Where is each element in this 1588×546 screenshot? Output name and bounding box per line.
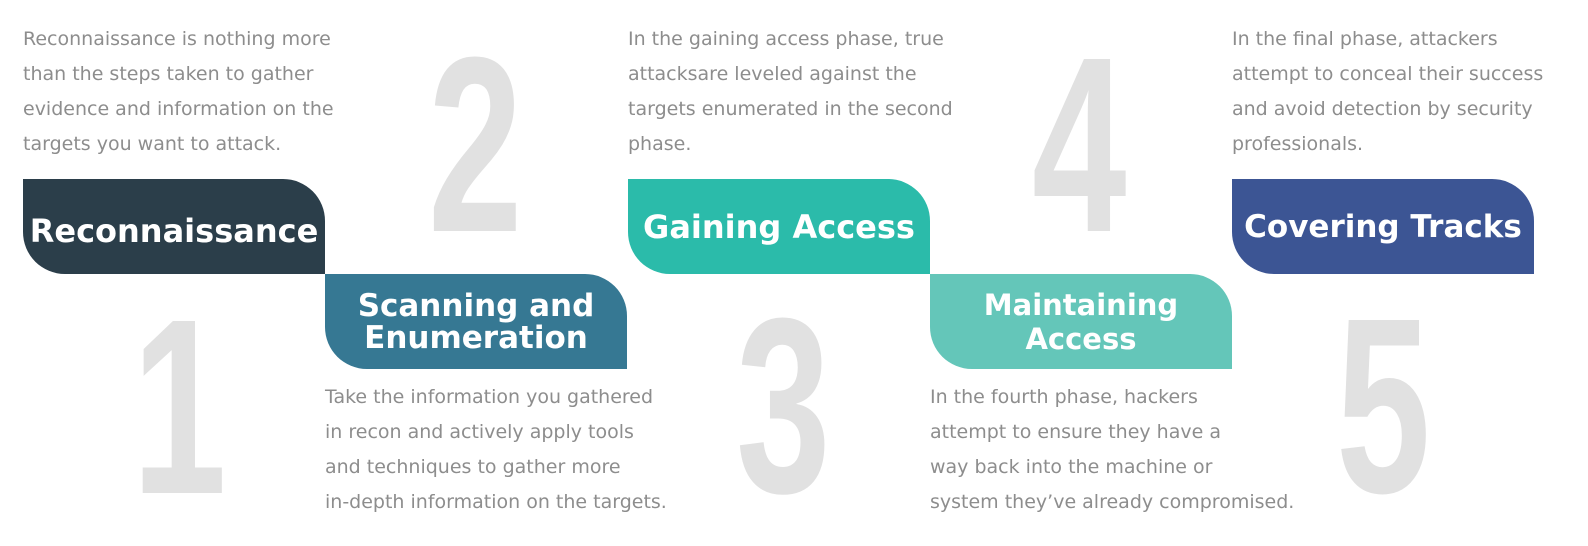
- step-3-description-line: attacksare leveled against the: [628, 63, 917, 85]
- step-3-title-tab: Gaining Access: [628, 179, 930, 274]
- step-3-description: In the gaining access phase, true attack…: [628, 22, 953, 162]
- step-1-title: Reconnaissance: [29, 211, 319, 250]
- step-3-title: Gaining Access: [643, 207, 915, 246]
- step-2-number: 2: [428, 5, 523, 284]
- step-5-description-line: professionals.: [1232, 133, 1364, 155]
- step-5-number: 5: [1336, 266, 1431, 545]
- step-5-description-line: attempt to conceal their success: [1232, 63, 1544, 85]
- step-5-description-line: In the final phase, attackers: [1232, 28, 1498, 50]
- step-1-title-tab: Reconnaissance: [23, 179, 325, 274]
- step-2-title-tab: Scanning and Enumeration: [325, 274, 627, 369]
- step-2-title-line: Enumeration: [364, 319, 588, 356]
- step-4-description: In the fourth phase, hackers attempt to …: [930, 380, 1294, 520]
- step-3-description-line: targets enumerated in the second: [628, 98, 953, 120]
- step-2-description-line: Take the information you gathered: [325, 386, 654, 408]
- step-1-description-line: evidence and information on the: [23, 98, 334, 120]
- step-4-title-tab: Maintaining Access: [930, 274, 1232, 369]
- step-4-description-line: way back into the machine or: [930, 456, 1213, 478]
- step-3-description-line: In the gaining access phase, true: [628, 28, 944, 50]
- step-5-description-line: and avoid detection by security: [1232, 98, 1533, 120]
- step-1-description-line: targets you want to attack.: [23, 133, 282, 155]
- step-2-description: Take the information you gathered in rec…: [325, 380, 667, 520]
- step-4-title: Maintaining Access: [983, 287, 1179, 356]
- step-5-title: Covering Tracks: [1244, 208, 1522, 245]
- step-1-description-line: than the steps taken to gather: [23, 63, 314, 85]
- step-4-description-line: attempt to ensure they have a: [930, 421, 1221, 443]
- step-4-description-line: system they’ve already compromised.: [930, 491, 1295, 513]
- step-1-description-line: Reconnaissance is nothing more: [23, 28, 331, 50]
- step-2-description-line: in recon and actively apply tools: [325, 421, 634, 443]
- step-2-description-line: and techniques to gather more: [325, 456, 621, 478]
- step-2-title-line: Scanning and: [357, 287, 595, 324]
- step-1-number: 1: [132, 267, 227, 546]
- step-3-description-line: phase.: [628, 133, 692, 155]
- step-5-description: In the final phase, attackers attempt to…: [1232, 22, 1543, 162]
- step-4-description-line: In the fourth phase, hackers: [930, 386, 1198, 408]
- step-1-description: Reconnaissance is nothing more than the …: [23, 22, 334, 162]
- step-3-number: 3: [736, 266, 831, 545]
- step-5-title-tab: Covering Tracks: [1232, 179, 1534, 274]
- step-2-description-line: in-depth information on the targets.: [325, 491, 667, 513]
- step-4-number: 4: [1032, 5, 1127, 284]
